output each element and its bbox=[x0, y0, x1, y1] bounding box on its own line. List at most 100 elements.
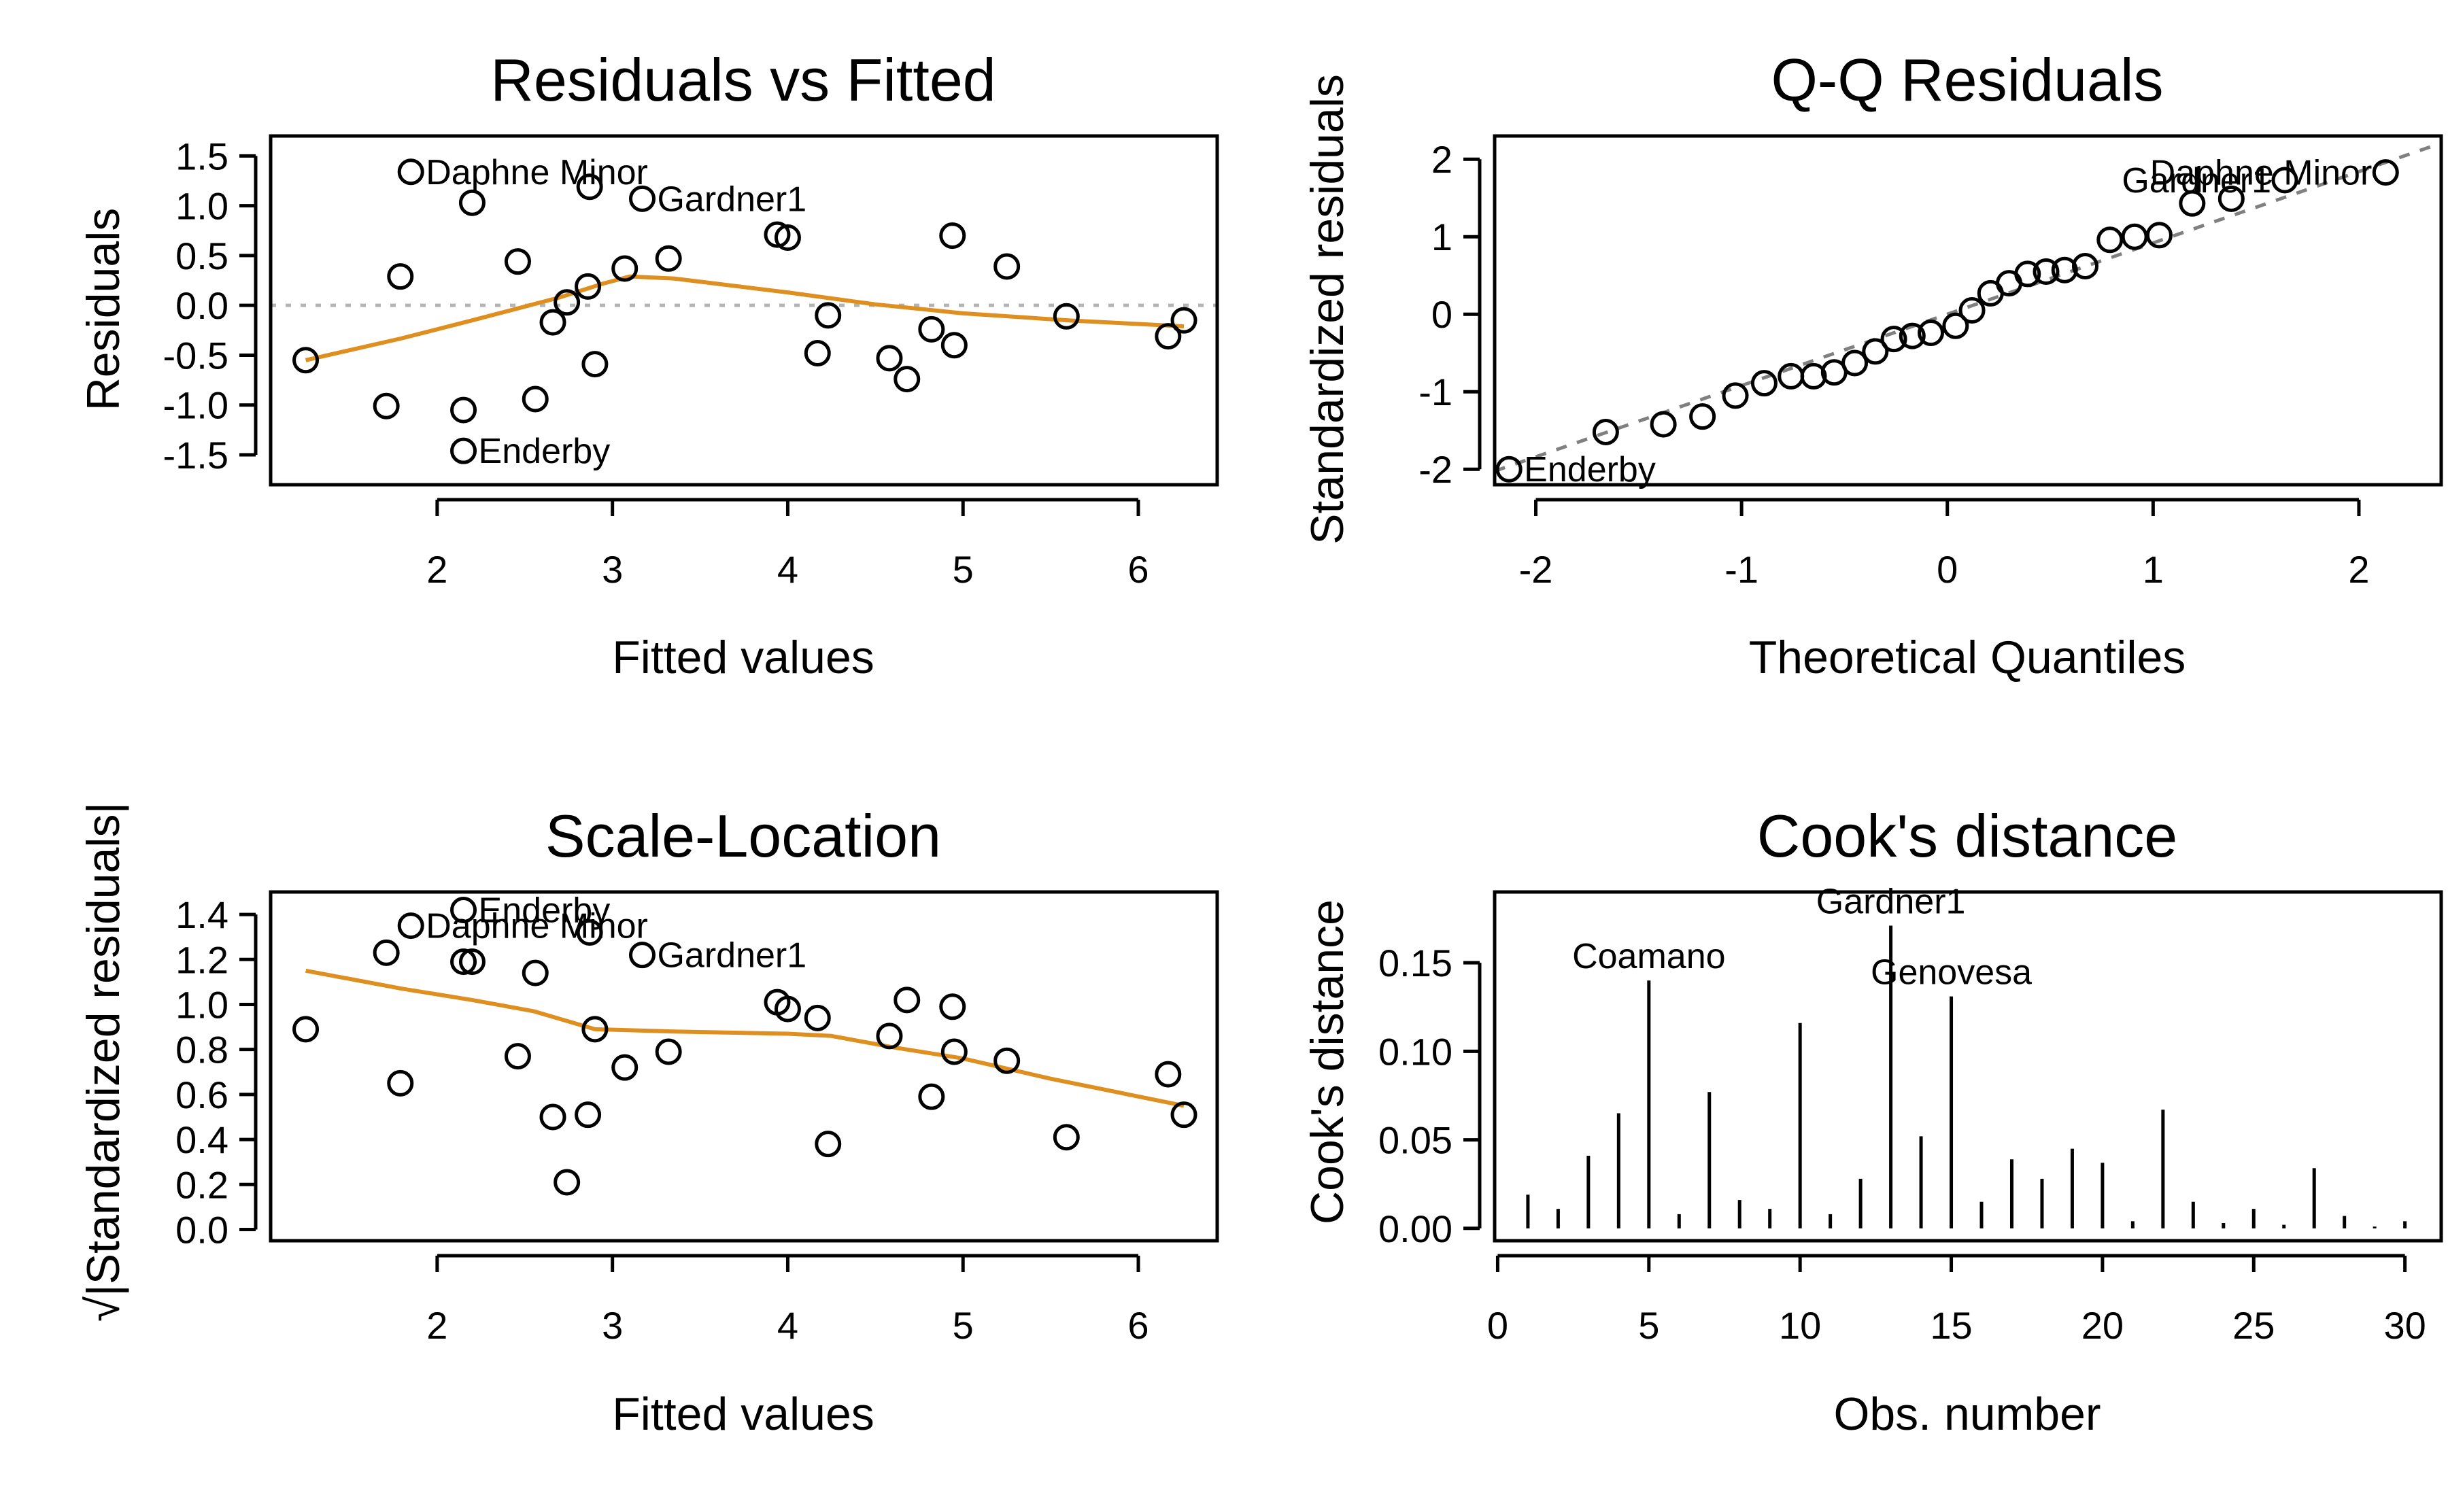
qq-residuals-ylabel: Standardized residuals bbox=[1302, 74, 1353, 545]
cook-bar-label: Genovesa bbox=[1871, 953, 2032, 993]
qq-residuals-title: Q-Q Residuals bbox=[1771, 46, 2163, 114]
qq-point bbox=[2372, 159, 2399, 186]
cooks-distance-ticks: 0 5 10 15 20 25 30 0.00 0.05 0.10 0.15 bbox=[1378, 942, 2426, 1347]
qq-point bbox=[1592, 418, 1619, 445]
sl-point bbox=[450, 896, 477, 923]
scale-location-ylabel: √|Standardized residuals| bbox=[78, 802, 129, 1322]
cooks-distance-title: Cook's distance bbox=[1757, 802, 2177, 870]
residuals-vs-fitted-title: Residuals vs Fitted bbox=[490, 46, 996, 114]
qq-point bbox=[1841, 349, 1869, 377]
cooks-distance-ylabel: Cook's distance bbox=[1302, 899, 1353, 1224]
qq-point bbox=[1650, 411, 1677, 438]
rvf-point bbox=[876, 345, 903, 372]
qq-point bbox=[1495, 456, 1523, 483]
cook-x-tick-label: 10 bbox=[1779, 1304, 1821, 1347]
rvf-point bbox=[939, 222, 966, 250]
residuals-vs-fitted-ylabel: Residuals bbox=[78, 208, 129, 411]
rvf-point bbox=[554, 289, 581, 316]
sl-point bbox=[373, 939, 400, 966]
rvf-point-label: Enderby bbox=[479, 432, 611, 471]
sl-y-tick-label: 1.4 bbox=[175, 893, 228, 936]
qq-residuals-frame bbox=[1493, 134, 2443, 487]
qq-residuals-xlabel: Theoretical Quantiles bbox=[1749, 632, 2186, 683]
sl-point-label: Gardner1 bbox=[657, 936, 806, 976]
sl-point bbox=[581, 1016, 609, 1043]
rvf-point bbox=[1170, 307, 1197, 334]
cook-x-tick-label: 0 bbox=[1487, 1304, 1508, 1347]
qq-point bbox=[2071, 253, 2098, 280]
qq-point bbox=[2051, 256, 2078, 284]
qq-x-tick-label: 2 bbox=[2348, 548, 2369, 591]
qq-y-tick-label: 2 bbox=[1431, 138, 1452, 181]
cook-y-tick-label: 0.10 bbox=[1378, 1030, 1452, 1073]
residuals-vs-fitted-ticks: 2 3 4 5 6 -1.5 -1.0 -0.5 0.0 0.5 1.0 1.5 bbox=[163, 135, 1149, 591]
rvf-point bbox=[655, 245, 682, 272]
sl-point bbox=[628, 942, 656, 969]
sl-point bbox=[292, 1016, 320, 1043]
qq-x-tick-label: -2 bbox=[1519, 548, 1553, 591]
cook-y-tick-label: 0.15 bbox=[1378, 942, 1452, 984]
sl-x-tick-label: 3 bbox=[602, 1304, 623, 1347]
sl-point bbox=[1170, 1101, 1197, 1129]
sl-x-tick-label: 4 bbox=[777, 1304, 798, 1347]
qq-point bbox=[1800, 362, 1827, 390]
qq-x-tick-label: -1 bbox=[1724, 548, 1758, 591]
qq-point bbox=[1958, 297, 1986, 324]
qq-point bbox=[2145, 222, 2173, 249]
sl-y-tick-label: 0.0 bbox=[175, 1208, 228, 1251]
qq-point bbox=[2271, 167, 2298, 194]
sl-point bbox=[504, 1043, 531, 1070]
rvf-point bbox=[918, 315, 945, 343]
rvf-point-label: Daphne Minor bbox=[426, 153, 648, 192]
cooks-distance-panel: Cook's distance Obs. number Cook's dista… bbox=[1302, 802, 2443, 1440]
rvf-point bbox=[993, 253, 1021, 280]
residuals-vs-fitted-frame bbox=[269, 134, 1219, 487]
rvf-point bbox=[522, 385, 549, 413]
qq-x-tick-label: 0 bbox=[1937, 548, 1958, 591]
sl-point-label: Enderby bbox=[479, 891, 611, 930]
rvf-point bbox=[458, 189, 486, 216]
qq-point-label: Daphne Minor bbox=[2150, 154, 2373, 193]
qq-point bbox=[2217, 185, 2245, 212]
sl-point bbox=[554, 1169, 581, 1196]
rvf-point bbox=[373, 392, 400, 419]
rvf-x-tick-label: 3 bbox=[602, 548, 623, 591]
rvf-point bbox=[764, 221, 791, 248]
sl-point bbox=[576, 919, 603, 946]
qq-point-label: Gardner1 bbox=[2122, 161, 2271, 201]
sl-point bbox=[804, 1004, 831, 1031]
cook-bar-label: Gardner1 bbox=[1816, 882, 1966, 921]
qq-residuals-panel: Q-Q Residuals Theoretical Quantiles Stan… bbox=[1302, 46, 2443, 683]
qq-point bbox=[1918, 320, 1945, 347]
residuals-vs-fitted-xlabel: Fitted values bbox=[612, 632, 874, 683]
qq-x-tick-label: 1 bbox=[2143, 548, 2164, 591]
rvf-y-tick-label: -1.5 bbox=[163, 434, 229, 477]
rvf-x-tick-label: 6 bbox=[1127, 548, 1149, 591]
cooks-distance-xlabel: Obs. number bbox=[1833, 1388, 2101, 1440]
cook-y-tick-label: 0.00 bbox=[1378, 1207, 1452, 1250]
sl-point bbox=[397, 912, 424, 940]
rvf-point bbox=[387, 263, 414, 290]
sl-point bbox=[655, 1038, 682, 1065]
qq-y-tick-label: -2 bbox=[1418, 448, 1452, 491]
rvf-point bbox=[1053, 303, 1080, 330]
rvf-point bbox=[450, 396, 477, 424]
rvf-smooth-line bbox=[305, 274, 1185, 362]
rvf-point bbox=[804, 340, 831, 367]
rvf-x-tick-label: 4 bbox=[777, 548, 798, 591]
rvf-point bbox=[576, 173, 603, 201]
qq-point bbox=[1862, 338, 1889, 365]
rvf-point bbox=[611, 255, 639, 282]
qq-point bbox=[1880, 326, 1907, 353]
cook-x-tick-label: 15 bbox=[1930, 1304, 1972, 1347]
rvf-point bbox=[504, 248, 531, 275]
sl-point bbox=[539, 1103, 566, 1131]
sl-point bbox=[774, 995, 801, 1023]
scale-location-xlabel: Fitted values bbox=[612, 1388, 874, 1440]
scale-location-frame bbox=[269, 890, 1219, 1243]
residuals-vs-fitted-series: Daphne Minor Enderby Gardner1 bbox=[271, 153, 1217, 471]
qq-residuals-ticks: -2 -1 0 1 2 -2 -1 0 1 2 bbox=[1418, 138, 2369, 591]
sl-point bbox=[1053, 1124, 1080, 1151]
rvf-point bbox=[292, 347, 320, 374]
